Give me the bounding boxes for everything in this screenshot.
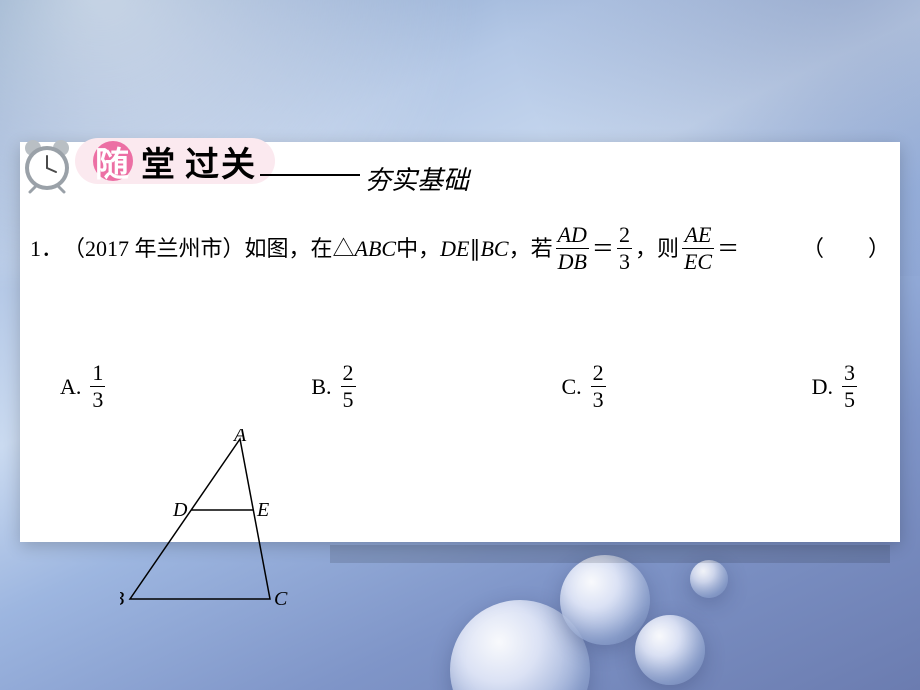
q-bc: BC <box>480 231 508 266</box>
frac-num: 2 <box>591 362 606 386</box>
option-D: D. 3 5 <box>812 362 860 411</box>
option-B: B. 2 5 <box>311 362 358 411</box>
q-frac-3: AE EC <box>682 224 714 273</box>
option-frac: 2 3 <box>591 362 606 411</box>
frac-den: EC <box>682 248 714 273</box>
q-number: 1． <box>30 231 63 266</box>
q-eq-2: ＝ <box>717 231 739 266</box>
frac-den: 5 <box>842 386 857 411</box>
frac-num: 1 <box>90 362 105 386</box>
option-C: C. 2 3 <box>561 362 608 411</box>
svg-text:D: D <box>172 499 188 521</box>
question-1: 1． （2017 年兰州市） 如图，在△ ABC 中， DE ∥ BC ，若 A… <box>30 224 890 273</box>
q-source: （2017 年兰州市） <box>63 231 245 266</box>
q-de: DE <box>440 231 469 266</box>
q-tri: ABC <box>355 231 397 266</box>
frac-den: 3 <box>617 248 632 273</box>
q-text-3: ，若 <box>509 231 553 266</box>
q-text-2: 中， <box>396 231 440 266</box>
frac-num: 2 <box>617 224 632 248</box>
pill-char-1: 随 <box>93 141 133 181</box>
card-shadow <box>330 545 890 563</box>
section-subtitle: 夯实基础 <box>365 160 469 197</box>
answer-blank: （ ） <box>802 231 890 266</box>
option-A: A. 1 3 <box>60 362 108 411</box>
q-frac-1: AD DB <box>556 224 589 273</box>
svg-text:E: E <box>256 499 269 521</box>
frac-num: 2 <box>341 362 356 386</box>
frac-num: AD <box>556 224 589 248</box>
answer-options: A. 1 3 B. 2 5 C. 2 3 <box>60 362 860 411</box>
option-label: C. <box>561 369 581 404</box>
section-header: 随 堂 过关 夯实基础 <box>20 142 900 202</box>
frac-den: 3 <box>591 386 606 411</box>
q-text-1: 如图，在△ <box>245 231 355 266</box>
q-frac-2: 2 3 <box>617 224 632 273</box>
svg-text:C: C <box>274 588 288 610</box>
option-frac: 1 3 <box>90 362 105 411</box>
section-pill: 随 堂 过关 <box>75 138 275 184</box>
frac-den: 3 <box>90 386 105 411</box>
option-label: A. <box>60 369 81 404</box>
pill-char-2: 堂 <box>139 141 179 181</box>
question-stem: 1． （2017 年兰州市） 如图，在△ ABC 中， DE ∥ BC ，若 A… <box>30 224 890 273</box>
content-card: 随 堂 过关 夯实基础 1． （2017 年兰州市） 如图，在△ ABC 中， … <box>20 142 900 542</box>
option-label: D. <box>812 369 833 404</box>
frac-num: 3 <box>842 362 857 386</box>
subtitle-leader-line <box>260 174 360 176</box>
pill-tail: 过关 <box>185 137 257 186</box>
q-parallel: ∥ <box>469 231 480 266</box>
svg-text:B: B <box>120 588 124 610</box>
q-text-4: ，则 <box>635 231 679 266</box>
frac-num: AE <box>683 224 714 248</box>
q-eq-1: ＝ <box>592 231 614 266</box>
svg-text:A: A <box>232 429 247 446</box>
option-frac: 3 5 <box>842 362 857 411</box>
frac-den: DB <box>556 248 589 273</box>
option-label: B. <box>311 369 331 404</box>
frac-den: 5 <box>341 386 356 411</box>
alarm-clock-icon <box>16 136 78 194</box>
triangle-figure: A B C D E <box>120 429 300 624</box>
option-frac: 2 5 <box>341 362 356 411</box>
